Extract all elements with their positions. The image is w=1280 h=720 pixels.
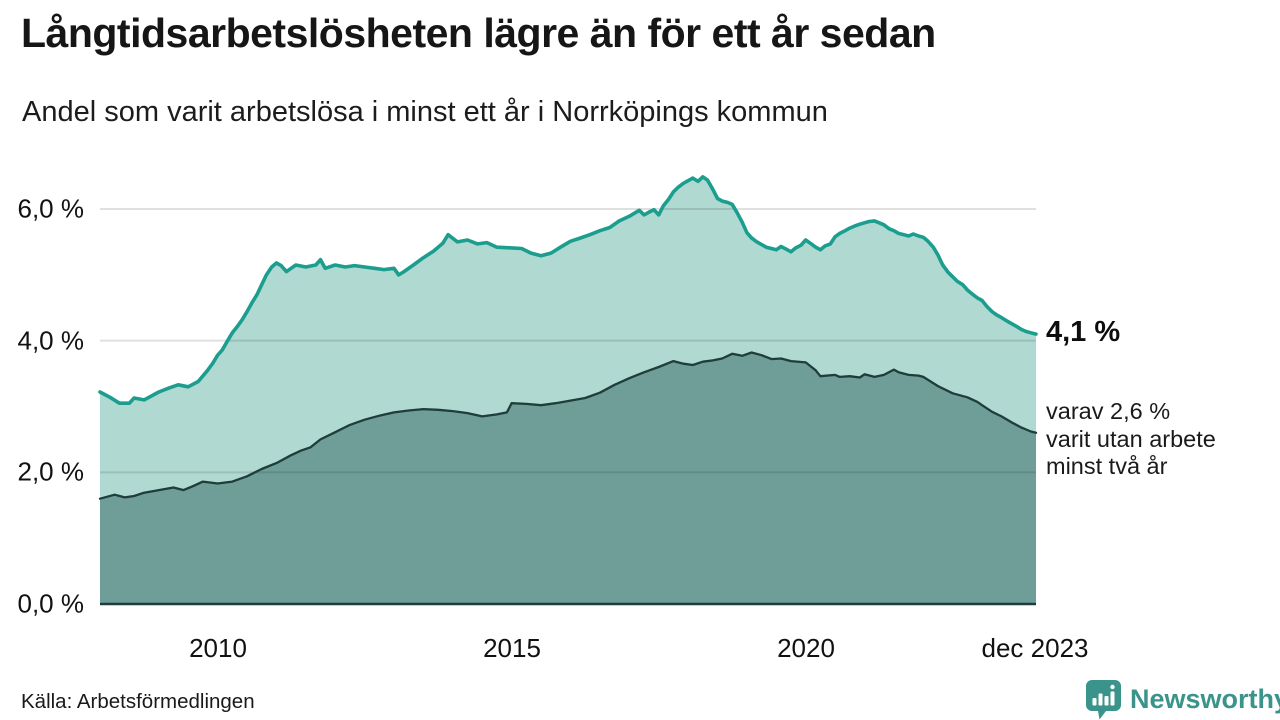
y-axis-tick-2: 2,0 %: [17, 456, 85, 487]
end-note-line-1: varav 2,6 %: [1046, 398, 1171, 424]
x-axis-tick-2020: 2020: [777, 633, 835, 663]
source-credit: Källa: Arbetsförmedlingen: [21, 690, 255, 713]
end-note-line-2: varit utan arbete: [1046, 425, 1216, 452]
page-subtitle: Andel som varit arbetslösa i minst ett å…: [22, 96, 828, 128]
end-value-label: 4,1 %: [1046, 316, 1121, 348]
x-axis-tick-2010: 2010: [189, 633, 247, 663]
brand-logo: Newsworthy: [1084, 679, 1280, 720]
x-axis-tick-2015: 2015: [483, 633, 541, 663]
y-axis-tick-4: 4,0 %: [17, 325, 85, 356]
page-title: Långtidsarbetslösheten lägre än för ett …: [21, 10, 936, 56]
newsworthy-bubble-chart-icon: [1086, 680, 1121, 720]
series-min-two-years-line: [98, 351, 1038, 500]
y-axis-tick-6: 6,0 %: [17, 193, 85, 224]
series-min-one-year-line: [98, 175, 1038, 405]
end-note-line-3: minst två år: [1046, 453, 1168, 479]
end-note-annotation: varav 2,6 % varit utan arbete minst två …: [1046, 398, 1216, 481]
y-axis-tick-0: 0,0 %: [17, 588, 85, 619]
x-axis-tick-dec-2023: dec 2023: [981, 633, 1089, 663]
brand-name: Newsworthy: [1130, 684, 1280, 714]
series-min-two-years-area: [100, 352, 1036, 604]
